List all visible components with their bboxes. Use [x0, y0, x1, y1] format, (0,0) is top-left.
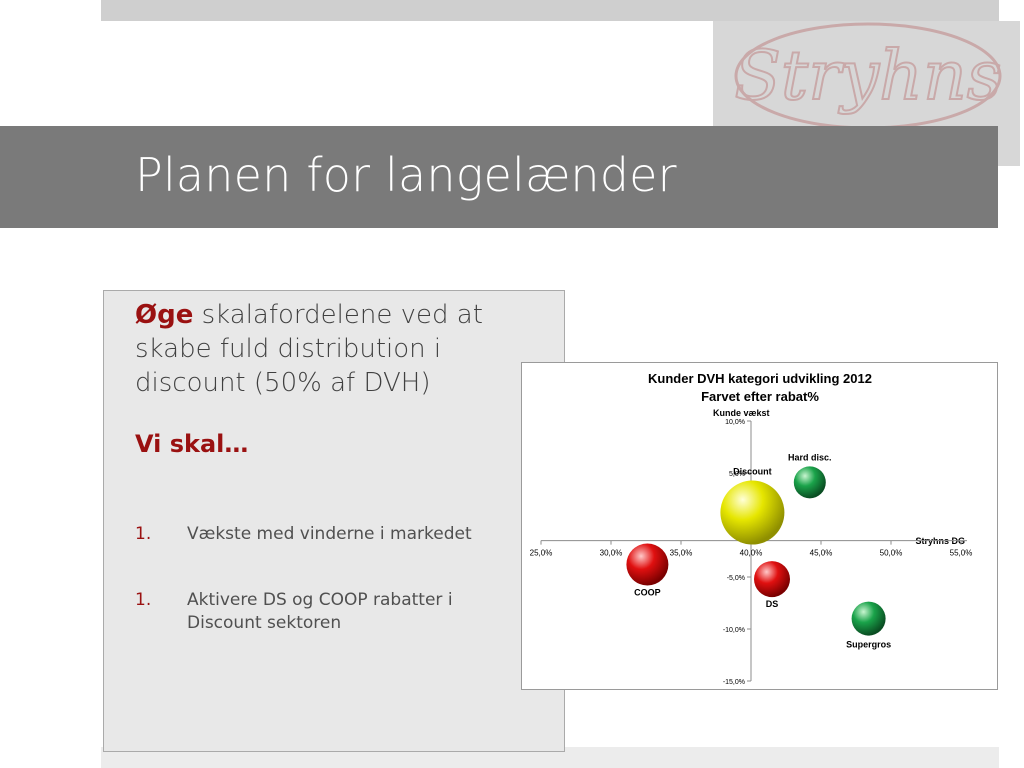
top-strip — [101, 0, 999, 21]
y-tick-label: -10,0% — [723, 627, 745, 634]
slide-title: Planen for langelænder — [135, 148, 677, 202]
x-tick-label: 45,0% — [810, 549, 833, 558]
bubble-label: Hard disc. — [788, 452, 832, 462]
x-tick-label: 50,0% — [880, 549, 903, 558]
title-bar — [0, 126, 998, 228]
list-number: 1. — [135, 590, 152, 610]
content-panel — [103, 290, 565, 752]
x-tick-label: 25,0% — [530, 549, 553, 558]
subheading: Vi skal… — [135, 430, 249, 458]
y-tick-label: -5,0% — [727, 575, 745, 582]
bubble-ds — [754, 561, 790, 598]
chart-title: Kunder DVH kategori udvikling 2012 — [648, 371, 872, 386]
list-text: Vækste med vinderne i markedet — [187, 524, 472, 544]
bubble-discount — [720, 480, 785, 545]
logo-text: Stryhns — [734, 37, 1001, 116]
x-tick-label: 55,0% — [950, 549, 973, 558]
bubble-coop — [626, 543, 669, 586]
logo-mark: Stryhns — [733, 22, 1003, 130]
lead-emphasis: Øge — [135, 300, 194, 330]
x-tick-label: 30,0% — [600, 549, 623, 558]
list-text: Aktivere DS og COOP rabatter i Discount … — [187, 590, 453, 633]
lead-text: skalafordelene ved at skabe fuld distrib… — [135, 300, 483, 398]
bubble-supergros — [851, 601, 886, 636]
y-tick-label: 5,0% — [729, 471, 745, 478]
bottom-strip — [101, 747, 999, 768]
bubble-hard-disc — [793, 466, 826, 499]
bubble-chart: Kunder DVH kategori udvikling 2012 Farve… — [521, 362, 998, 690]
bubble-label: Supergros — [846, 640, 891, 650]
y-tick-label: 10,0% — [725, 419, 745, 426]
x-tick-label: 35,0% — [670, 549, 693, 558]
bubble-label: DS — [766, 599, 779, 609]
chart-svg: Kunder DVH kategori udvikling 2012 Farve… — [530, 371, 973, 686]
bubble-label: Discount — [733, 467, 772, 477]
list-number: 1. — [135, 524, 152, 544]
y-tick-label: -15,0% — [723, 679, 745, 686]
lead-paragraph: Øge skalafordelene ved at skabe fuld dis… — [135, 298, 525, 400]
y-axis-label: Kunde vækst — [713, 408, 770, 418]
x-tick-label: 40,0% — [740, 549, 763, 558]
bubble-label: COOP — [634, 588, 661, 598]
chart-subtitle: Farvet efter rabat% — [701, 389, 819, 404]
